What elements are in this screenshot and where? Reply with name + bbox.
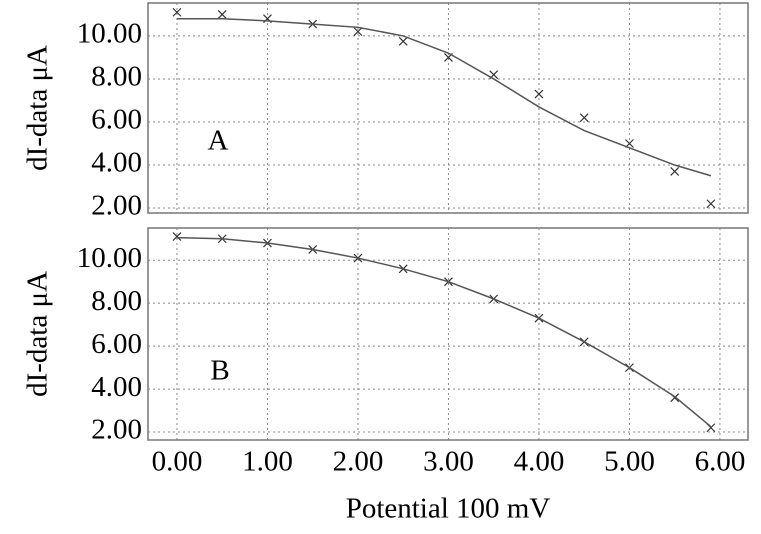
- panel-label: B: [210, 355, 229, 387]
- plot-frame: [147, 2, 749, 214]
- data-point: [579, 113, 589, 123]
- fit-line: [176, 236, 712, 428]
- x-tick-label: 2.00: [333, 446, 384, 478]
- y-tick-label: 2.00: [91, 190, 142, 222]
- data-point: [670, 167, 680, 176]
- y-tick-label: 8.00: [91, 285, 142, 317]
- data-point: [217, 9, 227, 19]
- data-point: [172, 232, 182, 242]
- y-axis-label: dI-data μA: [22, 45, 54, 171]
- x-tick-label: 3.00: [423, 446, 474, 478]
- x-tick-label: 5.00: [604, 446, 655, 478]
- y-tick-label: 4.00: [91, 147, 142, 179]
- data-point: [398, 36, 408, 46]
- y-tick-label: 10.00: [77, 242, 142, 274]
- x-tick-label: 1.00: [242, 446, 293, 478]
- panel-label: A: [208, 125, 229, 157]
- data-point: [353, 27, 363, 37]
- y-tick-label: 10.00: [77, 18, 142, 50]
- x-tick-label: 4.00: [514, 446, 565, 478]
- y-tick-label: 6.00: [91, 104, 142, 136]
- plot-frame: [147, 227, 749, 441]
- y-tick-label: 4.00: [91, 371, 142, 403]
- y-tick-label: 8.00: [91, 61, 142, 93]
- data-point: [534, 89, 544, 99]
- y-tick-label: 2.00: [91, 414, 142, 446]
- data-point: [706, 199, 716, 209]
- x-tick-label: 6.00: [695, 446, 746, 478]
- data-point: [172, 7, 182, 17]
- fit-line: [176, 17, 712, 177]
- x-axis-label: Potential 100 mV: [346, 493, 551, 525]
- y-axis-label: dI-data μA: [22, 271, 54, 397]
- y-tick-label: 6.00: [91, 328, 142, 360]
- x-tick-label: 0.00: [152, 446, 203, 478]
